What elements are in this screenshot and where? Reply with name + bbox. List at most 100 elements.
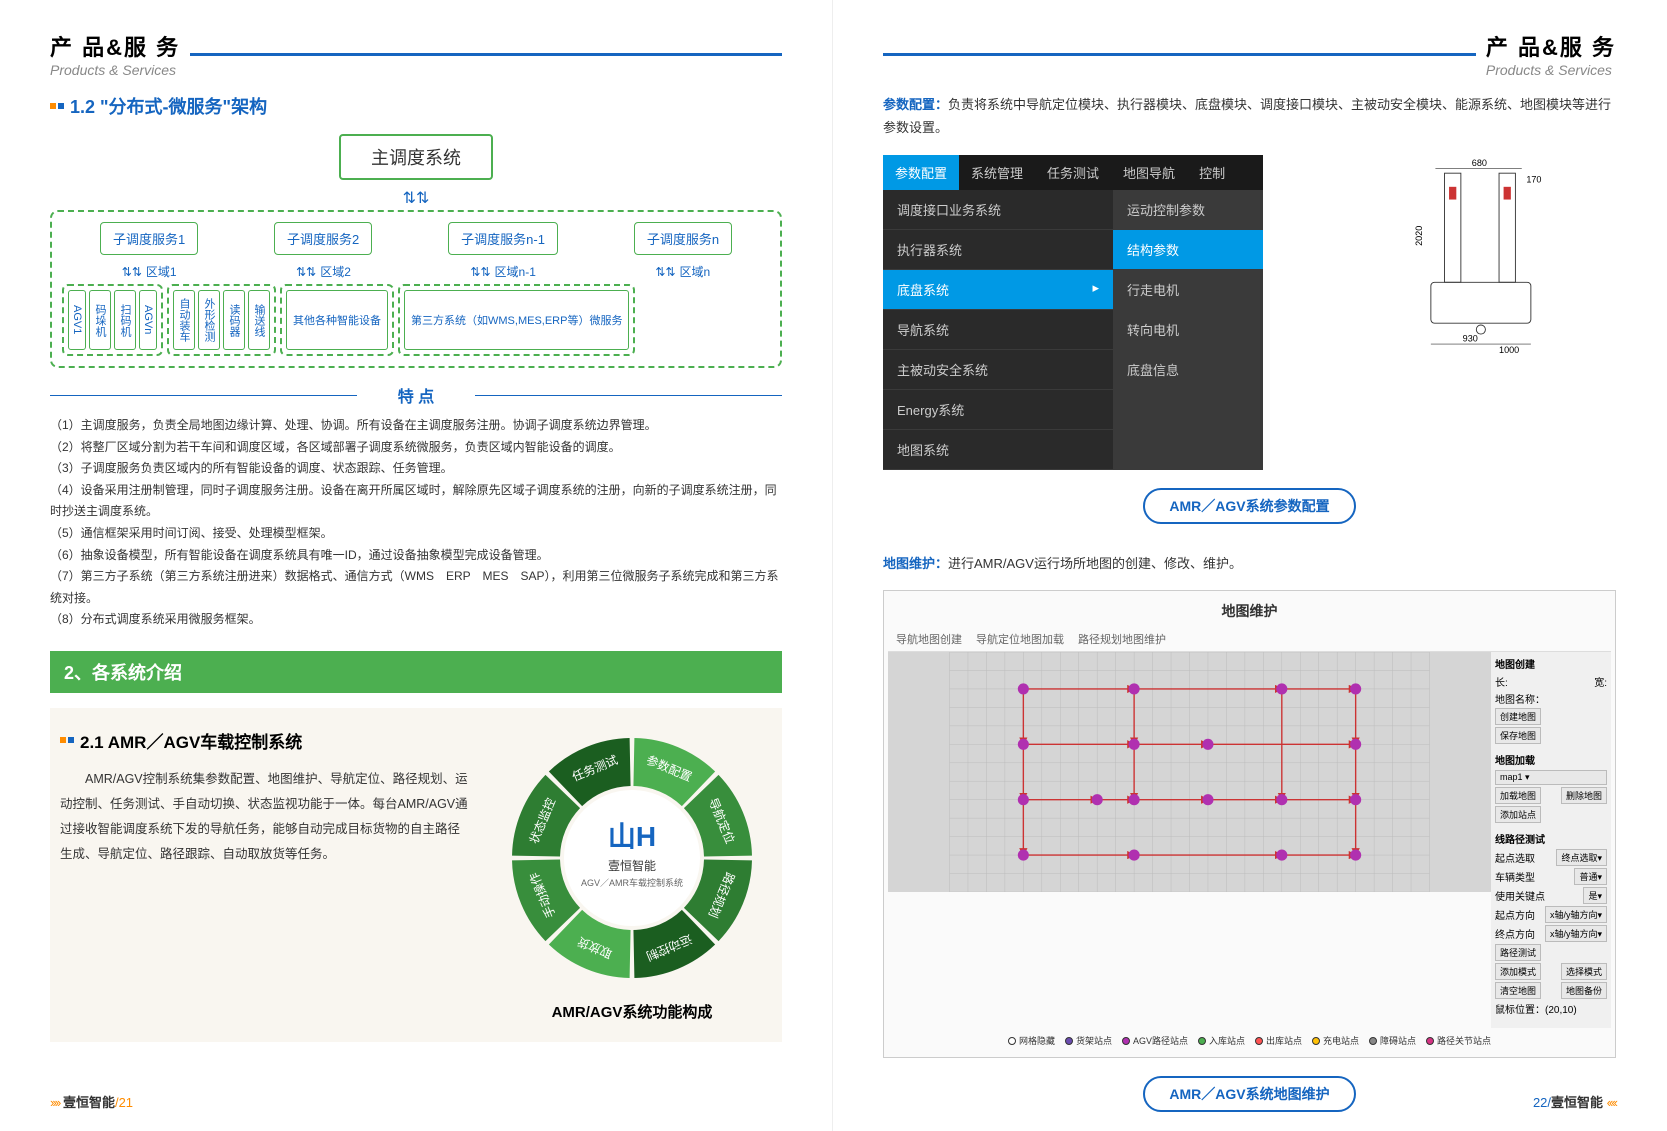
- backup-map-button[interactable]: 地图备份: [1561, 982, 1607, 999]
- map-node[interactable]: [1276, 794, 1287, 805]
- map-node[interactable]: [1018, 794, 1029, 805]
- menu-tab[interactable]: 任务测试: [1035, 155, 1111, 190]
- menu-tab[interactable]: 系统管理: [959, 155, 1035, 190]
- feature-item: （3）子调度服务负责区域内的所有智能设备的调度、状态跟踪、任务管理。: [50, 458, 782, 480]
- header-title-cn: 产 品&服 务: [50, 30, 180, 62]
- legend-item: 货架站点: [1065, 1034, 1112, 1047]
- mode-add-button[interactable]: 添加模式: [1495, 963, 1541, 980]
- map-tab[interactable]: 路径规划地图维护: [1078, 631, 1166, 647]
- menu-item[interactable]: 主被动安全系统: [883, 350, 1113, 390]
- create-map-button[interactable]: 创建地图: [1495, 708, 1541, 725]
- region-label: ⇅⇅ 区域2: [296, 263, 351, 280]
- page-left: 产 品&服 务 Products & Services 1.2 "分布式-微服务…: [0, 0, 833, 1131]
- device-box: 自动装车: [173, 290, 195, 350]
- feature-item: （7）第三方子系统（第三方系统注册进来）数据格式、通信方式（WMS ERP ME…: [50, 566, 782, 609]
- map-node[interactable]: [1350, 794, 1361, 805]
- menu-item[interactable]: 导航系统: [883, 310, 1113, 350]
- map-node[interactable]: [1276, 850, 1287, 861]
- map-node[interactable]: [1129, 739, 1140, 750]
- map-sidebar: 地图创建 长:宽: 地图名称： 创建地图 保存地图 地图加载 map1 ▾ 加载…: [1491, 652, 1611, 1028]
- bullet-icon: [60, 737, 74, 743]
- legend-item: 障碍站点: [1369, 1034, 1416, 1047]
- legend-item: AGV路径站点: [1122, 1034, 1188, 1047]
- feature-item: （2）将整厂区域分割为若干车间和调度区域，各区域部署子调度系统微服务，负责区域内…: [50, 437, 782, 459]
- svg-text:壹恒智能: 壹恒智能: [608, 858, 656, 873]
- submenu-item[interactable]: 运动控制参数: [1113, 190, 1263, 230]
- map-node[interactable]: [1350, 684, 1361, 695]
- header-title-cn: 产 品&服 务: [1486, 30, 1616, 62]
- menu-item[interactable]: 调度接口业务系统: [883, 190, 1113, 230]
- device-box: AGV1: [68, 290, 86, 350]
- device-box: AGVn: [139, 290, 157, 350]
- map-node[interactable]: [1350, 739, 1361, 750]
- sub-service-box: 子调度服务2: [274, 222, 372, 255]
- map-node[interactable]: [1350, 850, 1361, 861]
- add-node-button[interactable]: 添加站点: [1495, 806, 1541, 823]
- map-node[interactable]: [1018, 684, 1029, 695]
- legend-item: 路径关节站点: [1426, 1034, 1491, 1047]
- sub-services-container: 子调度服务1子调度服务2子调度服务n-1子调度服务n ⇅⇅ 区域1⇅⇅ 区域2⇅…: [50, 210, 782, 368]
- header-bar: [190, 53, 782, 56]
- menu-tab[interactable]: 地图导航: [1111, 155, 1187, 190]
- section-2-1-body: AMR/AGV控制系统集参数配置、地图维护、导航定位、路径规划、运动控制、任务测…: [60, 767, 472, 867]
- map-node[interactable]: [1092, 794, 1103, 805]
- header-title-en: Products & Services: [50, 62, 180, 78]
- param-config-description: 参数配置：负责将系统中导航定位模块、执行器模块、底盘模块、调度接口模块、主被动安…: [883, 93, 1616, 140]
- map-node[interactable]: [1129, 850, 1140, 861]
- device-box: 第三方系统（如WMS,MES,ERP等）微服务: [404, 290, 629, 350]
- load-map-button[interactable]: 加载地图: [1495, 787, 1541, 804]
- section-1-2-heading: 1.2 "分布式-微服务"架构: [50, 93, 782, 119]
- menu-item[interactable]: 执行器系统: [883, 230, 1113, 270]
- chevron-icon: ››››: [50, 1095, 59, 1110]
- device-group: 自动装车外形检测读码器输送线: [167, 284, 276, 356]
- caption-map-maint: AMR／AGV系统地图维护: [1143, 1076, 1355, 1112]
- menu-item[interactable]: 底盘系统▸: [883, 270, 1113, 310]
- header-bar: [883, 53, 1476, 56]
- circle-chart: 参数配置导航定位路径规划运动控制取放货手动操作状态监控任务测试山H壹恒智能AGV…: [502, 728, 762, 988]
- map-node[interactable]: [1276, 684, 1287, 695]
- map-node[interactable]: [1018, 850, 1029, 861]
- page-header: 产 品&服 务 Products & Services: [883, 30, 1616, 78]
- map-node[interactable]: [1018, 739, 1029, 750]
- features-title: 特 点: [50, 383, 782, 407]
- device-box: 其他各种智能设备: [286, 290, 388, 350]
- menu-item[interactable]: Energy系统: [883, 390, 1113, 430]
- feature-item: （8）分布式调度系统采用微服务框架。: [50, 609, 782, 631]
- map-node[interactable]: [1202, 794, 1213, 805]
- chevron-icon: ‹‹‹‹: [1607, 1095, 1616, 1110]
- menu-tab[interactable]: 参数配置: [883, 155, 959, 190]
- sidebar-path-test: 线路径测试 起点选取终点选取▾车辆类型普通▾使用关键点是▾起点方向x轴/y轴方向…: [1495, 831, 1607, 1016]
- device-group: 第三方系统（如WMS,MES,ERP等）微服务: [398, 284, 635, 356]
- map-grid[interactable]: [888, 652, 1491, 892]
- feature-item: （5）通信框架采用时间订阅、接受、处理模型框架。: [50, 523, 782, 545]
- menu-tab[interactable]: 控制: [1187, 155, 1237, 190]
- legend-item: 充电站点: [1312, 1034, 1359, 1047]
- submenu-item[interactable]: 转向电机: [1113, 310, 1263, 350]
- clear-map-button[interactable]: 清空地图: [1495, 982, 1541, 999]
- delete-map-button[interactable]: 删除地图: [1561, 787, 1607, 804]
- map-node[interactable]: [1129, 684, 1140, 695]
- features-list: （1）主调度服务，负责全局地图边缘计算、处理、协调。所有设备在主调度服务注册。协…: [50, 415, 782, 631]
- submenu-item[interactable]: 行走电机: [1113, 270, 1263, 310]
- map-node[interactable]: [1129, 794, 1140, 805]
- caption-param-config: AMR／AGV系统参数配置: [1143, 488, 1355, 524]
- submenu-item[interactable]: 结构参数: [1113, 230, 1263, 270]
- feature-item: （4）设备采用注册制管理，同时子调度服务注册。设备在离开所属区域时，解除原先区域…: [50, 480, 782, 523]
- map-tab[interactable]: 导航定位地图加载: [976, 631, 1064, 647]
- map-maintenance-screenshot: 地图维护 导航地图创建导航定位地图加载路径规划地图维护 地图创建 长:宽: 地图…: [883, 590, 1616, 1058]
- footer-right: 22/壹恒智能 ‹‹‹‹: [1533, 1092, 1616, 1111]
- robot-dimensions-diagram: 680 170 2020 930 1000: [1273, 155, 1616, 470]
- region-label: ⇅⇅ 区域n: [655, 263, 710, 280]
- map-node[interactable]: [1202, 739, 1213, 750]
- feature-item: （6）抽象设备模型，所有智能设备在调度系统具有唯一ID，通过设备抽象模型完成设备…: [50, 545, 782, 567]
- dim-base-w: 930: [1463, 333, 1478, 343]
- map-select[interactable]: map1 ▾: [1495, 770, 1607, 785]
- path-test-button[interactable]: 路径测试: [1495, 944, 1541, 961]
- dim-side: 2020: [1414, 225, 1424, 245]
- svg-text:山H: 山H: [608, 821, 656, 852]
- save-map-button[interactable]: 保存地图: [1495, 727, 1541, 744]
- map-tab[interactable]: 导航地图创建: [896, 631, 962, 647]
- mode-select-button[interactable]: 选择模式: [1561, 963, 1607, 980]
- menu-item[interactable]: 地图系统: [883, 430, 1113, 470]
- submenu-item[interactable]: 底盘信息: [1113, 350, 1263, 390]
